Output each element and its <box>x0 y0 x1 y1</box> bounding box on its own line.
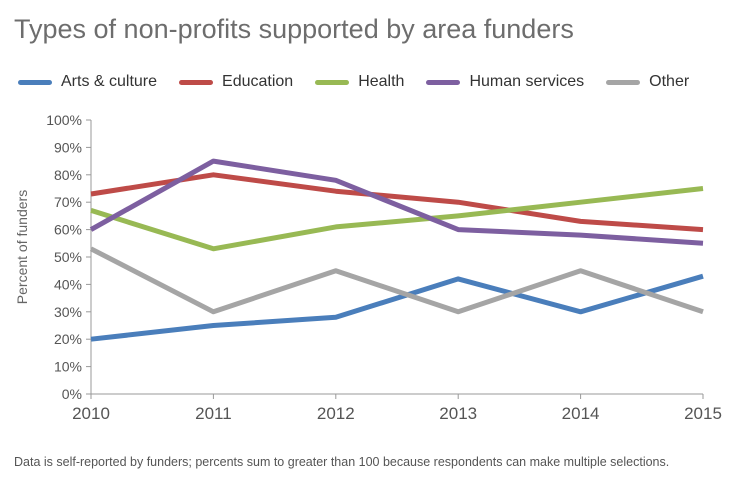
legend-label: Human services <box>469 73 585 90</box>
legend-label: Education <box>222 73 294 90</box>
y-tick-label: 30% <box>54 304 82 320</box>
x-tick-label: 2013 <box>439 404 477 423</box>
chart-legend: Arts & culture Education Health Human servi… <box>18 70 711 94</box>
legend-item: Human services <box>426 73 584 91</box>
legend-swatch <box>179 79 214 85</box>
legend-swatch <box>606 79 641 85</box>
y-tick-label: 40% <box>54 276 82 292</box>
y-tick-label: 0% <box>62 386 82 402</box>
series-line <box>90 186 704 252</box>
chart-title: Types of non-profits supported by area f… <box>14 14 574 44</box>
line-chart: 0% 10% 20% 30% 40% 50% 60% 70% 80% 90% 100% 2010 201… <box>14 112 722 423</box>
x-tick-label: 2010 <box>72 404 110 423</box>
legend-label: Health <box>358 73 405 90</box>
legend-swatch <box>18 79 52 85</box>
legend-label: Other <box>649 73 690 90</box>
x-tick-label: 2015 <box>684 404 722 423</box>
legend-label: Arts & culture <box>61 73 158 90</box>
x-tick-label: 2011 <box>195 404 232 423</box>
y-tick-label: 80% <box>54 167 82 183</box>
series-line <box>90 172 704 233</box>
y-axis-label: Percent of funders <box>14 190 30 304</box>
x-tick-label: 2014 <box>562 404 600 423</box>
series-line <box>89 158 704 246</box>
y-tick-label: 90% <box>54 139 82 155</box>
y-tick-label: 70% <box>54 194 82 210</box>
legend-swatch <box>315 79 350 85</box>
y-tick-label: 20% <box>54 331 82 347</box>
y-tick-label: 10% <box>54 359 82 375</box>
legend-item: Health <box>315 73 404 91</box>
legend-item: Arts & culture <box>18 73 157 91</box>
series-line <box>90 273 704 342</box>
legend-item: Other <box>606 73 689 91</box>
y-tick-label: 50% <box>54 249 82 265</box>
series-line <box>89 246 704 315</box>
y-tick-label: 60% <box>54 222 82 238</box>
x-tick-label: 2012 <box>317 404 355 423</box>
y-tick-label: 100% <box>46 112 82 128</box>
legend-swatch <box>426 79 461 85</box>
legend-item: Education <box>179 73 293 91</box>
chart-footnote: Data is self-reported by funders; percen… <box>14 455 670 469</box>
